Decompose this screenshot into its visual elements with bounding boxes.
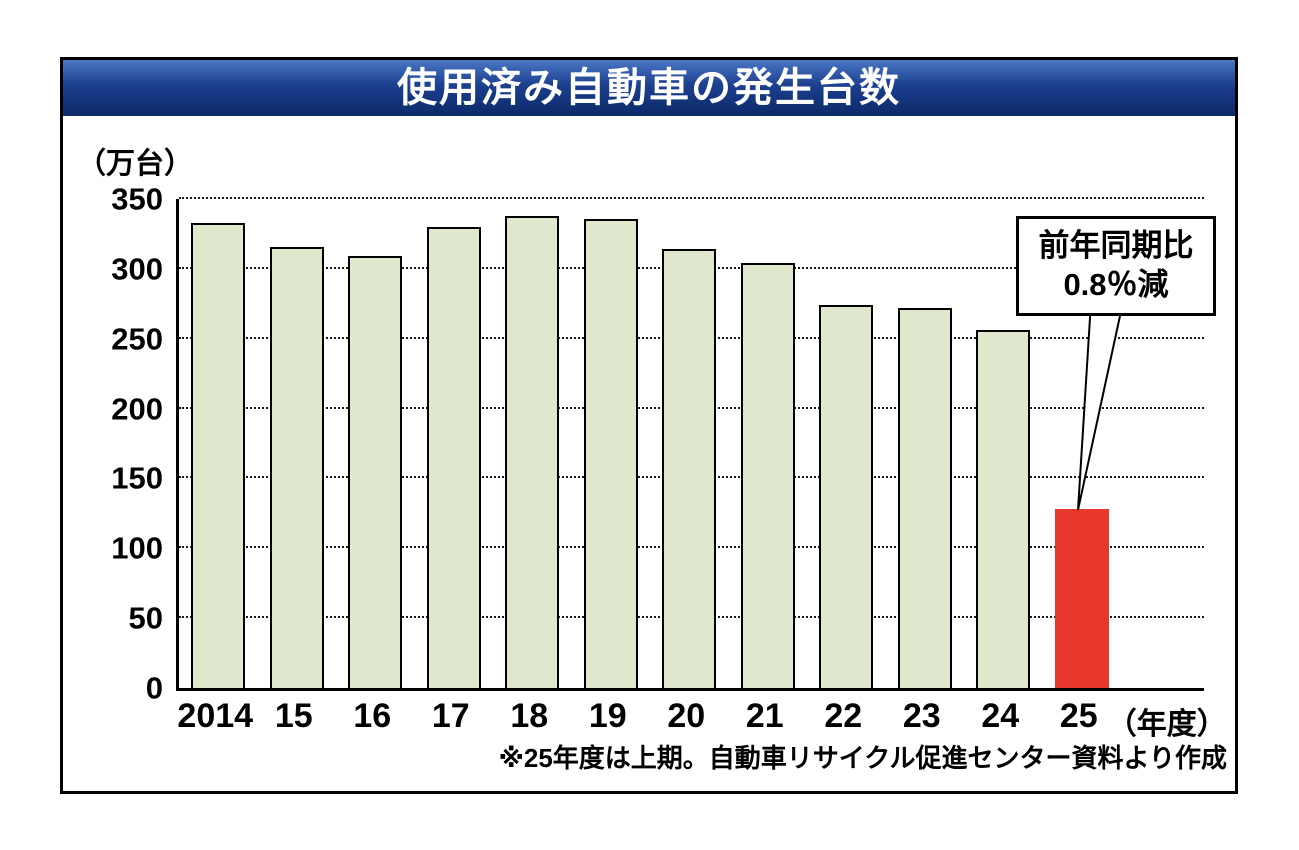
x-tick-label-18: 18 xyxy=(510,697,549,735)
bar-slot-15 xyxy=(258,199,337,688)
x-label-slot-19: 19 xyxy=(569,696,648,744)
bar-slot-2014 xyxy=(179,199,258,688)
bar-slot-24 xyxy=(964,199,1043,688)
x-tick-label-22: 22 xyxy=(824,697,863,735)
x-label-slot-20: 20 xyxy=(647,696,726,744)
bar-17 xyxy=(426,226,481,688)
bar-23 xyxy=(897,307,952,688)
y-tick-label-150: 150 xyxy=(111,460,163,496)
x-tick-label-24: 24 xyxy=(981,697,1020,735)
y-tick-label-100: 100 xyxy=(111,530,163,566)
y-axis-ticks: 0 50 100 150 200 250 300 350 xyxy=(63,184,163,704)
source-footnote: ※25年度は上期。自動車リサイクル促進センター資料より作成 xyxy=(498,743,1227,773)
x-tick-label-25: 25 xyxy=(1059,697,1098,735)
x-tick-label-19: 19 xyxy=(588,697,627,735)
bar-18 xyxy=(505,215,560,688)
plot-area xyxy=(176,197,1204,691)
bar-slot-21 xyxy=(729,199,808,688)
x-label-slot-22: 22 xyxy=(804,696,883,744)
x-axis-labels: 2014 15 16 17 18 19 20 21 22 23 24 25 （年度） xyxy=(176,696,1227,744)
gridline-350 xyxy=(179,197,1204,199)
y-tick-label-50: 50 xyxy=(128,600,163,636)
bar-16 xyxy=(348,256,403,688)
x-label-slot-2014: 2014 xyxy=(176,696,255,744)
x-tick-label-17: 17 xyxy=(431,697,470,735)
x-label-slot-25: 25 （年度） xyxy=(1040,696,1227,744)
x-tick-label-16: 16 xyxy=(353,697,392,735)
x-axis-unit: （年度） xyxy=(1106,708,1227,741)
bar-slot-22 xyxy=(807,199,886,688)
bar-19 xyxy=(583,218,638,688)
bar-21 xyxy=(740,263,795,688)
bar-25 xyxy=(1054,509,1109,688)
chart-frame: 使用済み自動車の発生台数 （万台） 0 50 100 150 200 250 300 350 … xyxy=(60,57,1238,794)
x-label-slot-17: 17 xyxy=(412,696,491,744)
x-label-slot-16: 16 xyxy=(333,696,412,744)
bar-slot-20 xyxy=(650,199,729,688)
bar-15 xyxy=(269,246,324,688)
bar-slot-25 xyxy=(1043,199,1122,688)
y-tick-label-250: 250 xyxy=(111,321,163,357)
x-label-slot-24: 24 xyxy=(961,696,1040,744)
bar-2014 xyxy=(191,222,246,688)
x-tick-label-20: 20 xyxy=(667,697,706,735)
x-tick-label-2014: 2014 xyxy=(177,697,254,735)
y-tick-label-200: 200 xyxy=(111,391,163,427)
bars xyxy=(179,199,1121,688)
callout-line2: 0.8％減 xyxy=(1063,266,1169,302)
x-label-slot-18: 18 xyxy=(490,696,569,744)
bar-slot-23 xyxy=(886,199,965,688)
x-tick-label-15: 15 xyxy=(274,697,313,735)
x-label-slot-21: 21 xyxy=(726,696,805,744)
y-tick-label-0: 0 xyxy=(145,670,163,706)
bar-slot-17 xyxy=(415,199,494,688)
bar-20 xyxy=(662,249,717,688)
y-tick-label-350: 350 xyxy=(111,181,163,217)
chart-title: 使用済み自動車の発生台数 xyxy=(397,66,901,110)
callout-line1: 前年同期比 xyxy=(1038,228,1194,263)
x-label-slot-23: 23 xyxy=(883,696,962,744)
callout-box: 前年同期比 0.8％減 xyxy=(1016,216,1216,316)
y-axis-unit-label: （万台） xyxy=(77,148,194,180)
bar-24 xyxy=(976,330,1031,688)
x-tick-label-23: 23 xyxy=(902,697,941,735)
bar-slot-16 xyxy=(336,199,415,688)
bar-22 xyxy=(819,305,874,688)
y-tick-label-300: 300 xyxy=(111,251,163,287)
chart-title-bar: 使用済み自動車の発生台数 xyxy=(63,60,1235,116)
x-label-slot-15: 15 xyxy=(255,696,334,744)
bar-slot-19 xyxy=(572,199,651,688)
x-tick-label-21: 21 xyxy=(745,697,784,735)
bar-slot-18 xyxy=(493,199,572,688)
